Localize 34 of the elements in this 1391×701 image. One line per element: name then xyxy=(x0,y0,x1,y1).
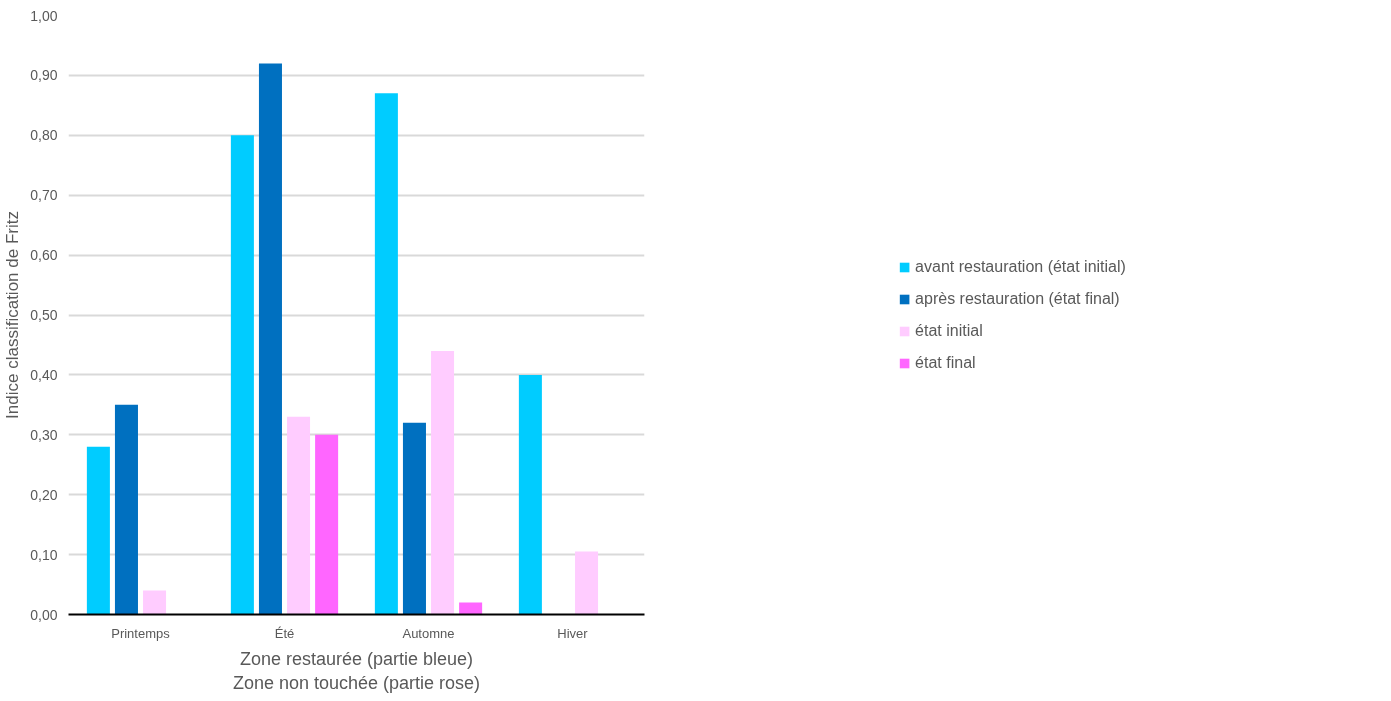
bar xyxy=(315,434,339,615)
bar xyxy=(518,374,542,615)
bar xyxy=(575,551,599,615)
bar xyxy=(258,63,282,615)
x-axis-title: Zone restaurée (partie bleue) Zone non touchée (partie rose) xyxy=(232,648,481,693)
y-tick-label: 0,90 xyxy=(30,67,58,84)
bar xyxy=(86,446,110,615)
y-tick-label: 0,40 xyxy=(30,366,58,383)
y-tick-label: 0,70 xyxy=(30,187,58,204)
legend-label: avant restauration (état initial) xyxy=(915,257,1126,276)
x-tick-label: Printemps xyxy=(111,625,171,641)
bar xyxy=(230,135,254,615)
bar xyxy=(402,422,426,615)
y-tick-label: 0,10 xyxy=(30,546,58,563)
y-tick-label: 0,20 xyxy=(30,486,58,503)
y-tick-label: 0,00 xyxy=(30,606,58,623)
x-tick-label: Automne xyxy=(402,625,455,641)
legend-label: après restauration (état final) xyxy=(915,289,1120,308)
legend-label: état final xyxy=(915,353,976,372)
x-tick-label: Été xyxy=(274,625,295,641)
x-tick-label: Hiver xyxy=(557,625,589,641)
bar xyxy=(143,590,167,615)
y-tick-label: 0,60 xyxy=(30,247,58,264)
y-tick-label: 0,50 xyxy=(30,307,58,323)
bar xyxy=(287,416,311,615)
legend-label: état initial xyxy=(915,321,983,340)
bar xyxy=(114,404,138,615)
bar xyxy=(374,93,398,615)
y-tick-label: 0,80 xyxy=(30,127,58,144)
y-tick-label: 0,30 xyxy=(30,426,58,443)
y-axis-title: Indice classification de Fritz xyxy=(3,211,23,419)
bar xyxy=(459,602,483,615)
y-tick-label: 1,00 xyxy=(30,7,58,24)
bar xyxy=(431,350,455,615)
